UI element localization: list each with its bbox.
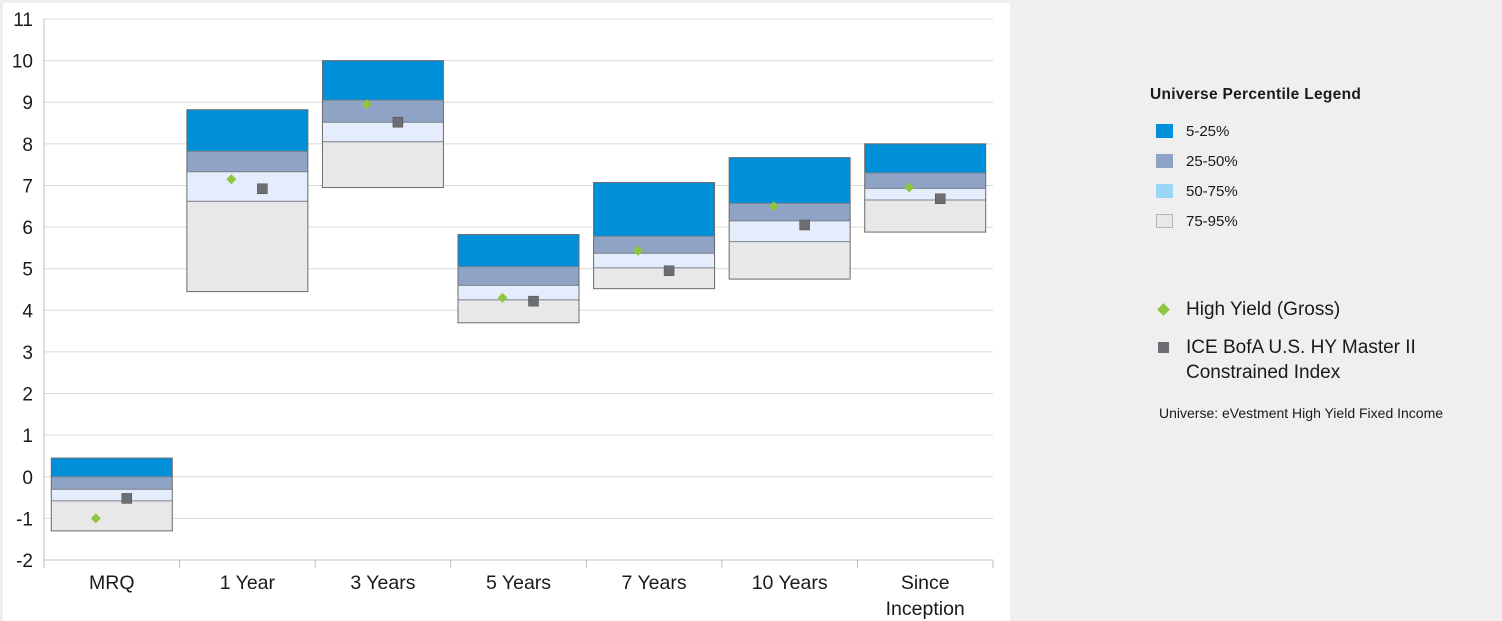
y-tick-label: 5 [22, 260, 33, 281]
legend-label: 50-75% [1186, 182, 1238, 200]
x-tick-label: MRQ [89, 572, 135, 594]
percentile-chart: -2 -1 0 1 2 3 4 5 6 7 8 9 10 11 MRQ 1 Year 3 Years 5 Year… [12, 10, 994, 620]
band-outline [186, 109, 309, 293]
x-tick-label: 10 Years [752, 572, 828, 594]
band-50-75 [322, 122, 444, 142]
band-5-25 [593, 182, 715, 237]
band-outline [321, 60, 444, 189]
y-tick-label: 11 [13, 10, 33, 31]
y-tick-label: -2 [16, 551, 33, 572]
y-tick-label: 3 [22, 343, 33, 364]
y-tick-label: 4 [22, 301, 33, 322]
legend-label: 25-50% [1186, 152, 1238, 170]
index-marker [663, 265, 675, 277]
high-yield-marker [361, 99, 372, 110]
band-25-50 [186, 151, 308, 172]
y-tick-label: 6 [22, 218, 33, 239]
index-marker [392, 116, 404, 128]
legend-series-high-yield: High Yield (Gross) [1154, 297, 1340, 322]
band-25-50 [322, 100, 444, 123]
high-yield-marker [90, 513, 101, 524]
band-outline [728, 157, 851, 280]
high-yield-marker [904, 182, 915, 193]
band-75-95 [729, 241, 851, 280]
band-25-50 [458, 266, 579, 286]
legend-swatch [1156, 124, 1173, 138]
band-50-75 [186, 171, 308, 202]
high-yield-marker [226, 174, 237, 185]
band-outline [457, 234, 580, 324]
index-marker [257, 183, 268, 195]
legend-label: 75-95% [1186, 212, 1238, 230]
y-tick-label: 10 [12, 52, 33, 73]
y-tick-label: 7 [22, 176, 33, 197]
legend-item-50-75%: 50-75% [1156, 182, 1238, 200]
legend-item-25-50%: 25-50% [1156, 152, 1238, 170]
high-yield-marker [497, 292, 508, 303]
legend-swatch [1156, 154, 1173, 168]
band-75-95 [864, 200, 986, 233]
universe-note: Universe: eVestment High Yield Fixed Inc… [1159, 405, 1444, 421]
band-50-75 [458, 285, 579, 300]
y-tick-label: -1 [16, 509, 33, 530]
band-50-75 [864, 188, 986, 201]
legend-series-index: ICE BofA U.S. HY Master II Constrained In… [1154, 335, 1416, 385]
legend-series-label: ICE BofA U.S. HY Master II Constrained In… [1186, 337, 1416, 383]
y-tick-label: 2 [22, 385, 33, 406]
index-marker [121, 493, 133, 504]
y-tick-label: 8 [22, 135, 33, 156]
band-50-75 [593, 253, 715, 268]
index-marker [934, 193, 946, 205]
square-icon [1154, 335, 1172, 360]
legend-item-5-25%: 5-25% [1156, 122, 1229, 140]
y-tick-label: 0 [22, 468, 33, 489]
legend-label: 5-25% [1186, 122, 1230, 140]
band-outline [50, 457, 173, 532]
index-marker [799, 219, 810, 231]
y-tick-label: 9 [22, 93, 33, 114]
band-outline [593, 182, 716, 290]
x-tick-label: 7 Years [622, 572, 687, 594]
band-5-25 [864, 143, 986, 173]
legend-swatch [1156, 214, 1173, 228]
band-75-95 [51, 500, 173, 531]
band-5-25 [458, 234, 579, 267]
x-tick-label: 1 Year [220, 572, 276, 594]
legend-series-label: High Yield (Gross) [1186, 299, 1341, 320]
band-5-25 [51, 458, 173, 477]
band-5-25 [186, 109, 308, 152]
high-yield-marker [768, 201, 779, 212]
diamond-icon [1154, 297, 1172, 322]
index-marker [528, 295, 539, 307]
band-outline [864, 143, 987, 233]
legend-item-75-95%: 75-95% [1156, 212, 1238, 230]
band-50-75 [729, 220, 851, 242]
legend-title: Universe Percentile Legend [1150, 86, 1362, 103]
band-25-50 [864, 172, 986, 189]
high-yield-marker [633, 245, 644, 256]
band-50-75 [51, 489, 173, 501]
band-25-50 [593, 236, 715, 254]
legend-swatch [1156, 184, 1173, 198]
band-75-95 [458, 299, 579, 323]
band-25-50 [51, 476, 173, 490]
band-75-95 [593, 267, 715, 289]
x-tick-label: Since [901, 572, 950, 594]
x-tick-label: 3 Years [350, 572, 415, 594]
y-tick-label: 1 [22, 426, 33, 447]
band-75-95 [322, 141, 444, 188]
band-25-50 [729, 203, 851, 221]
band-5-25 [729, 157, 851, 204]
x-tick-label: 5 Years [486, 572, 551, 594]
band-5-25 [322, 60, 444, 101]
x-tick-label: Inception [886, 598, 965, 620]
band-75-95 [186, 201, 308, 292]
